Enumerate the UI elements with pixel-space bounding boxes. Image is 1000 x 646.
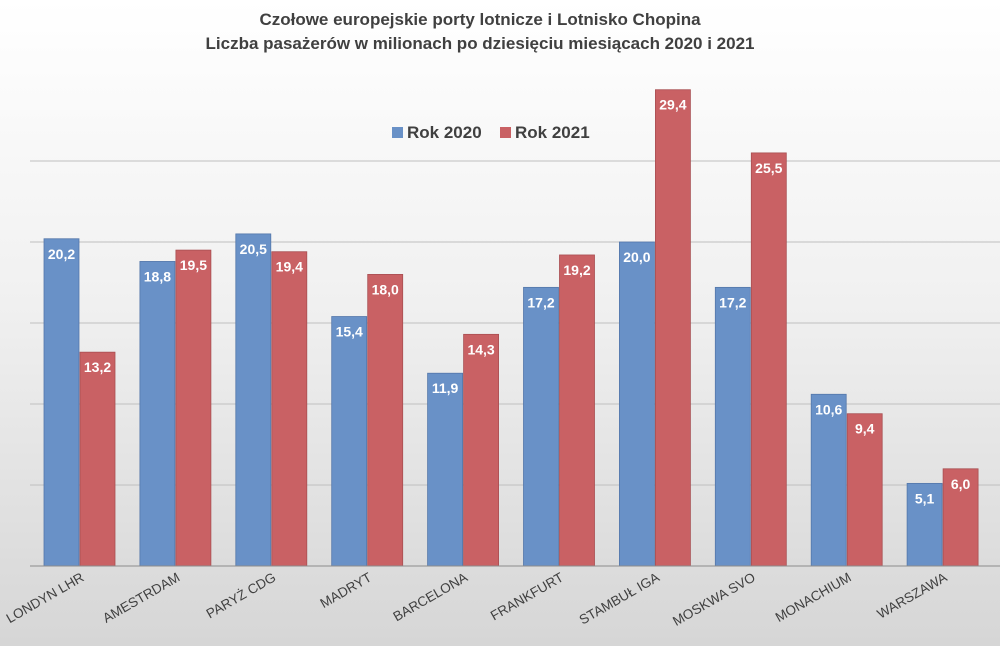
legend-swatch-2021: [500, 127, 511, 138]
bar-2021: [846, 413, 883, 567]
data-label: 18,8: [144, 268, 171, 284]
bar-2020: [235, 233, 272, 567]
data-label: 29,4: [659, 97, 686, 113]
legend-swatch-2020: [392, 127, 403, 138]
category-label: MADRYT: [318, 570, 375, 611]
bars: [43, 89, 979, 567]
bar-2020: [139, 261, 176, 567]
bar-2021: [942, 468, 979, 567]
bar-2020: [523, 286, 559, 567]
category-label: AMESTRDAM: [100, 570, 182, 626]
legend-label-2021: Rok 2021: [515, 123, 590, 142]
data-labels: 20,2 13,2 18,8 19,5 20,5 19,4 15,4 18,0 11,9 14,3…: [48, 97, 971, 507]
bar-2020: [331, 316, 368, 567]
data-label: 10,6: [815, 401, 842, 417]
bar-2020: [427, 372, 464, 567]
data-label: 19,2: [563, 262, 590, 278]
legend-label-2020: Rok 2020: [407, 123, 482, 142]
category-label: LONDYN LHR: [4, 569, 87, 626]
category-labels: LONDYN LHR AMESTRDAM PARYŻ CDG MADRYT BARCEL…: [4, 569, 950, 628]
bar-2021: [367, 273, 404, 567]
category-label: MONACHIUM: [773, 570, 854, 625]
data-label: 6,0: [951, 476, 971, 492]
data-label: 17,2: [527, 294, 554, 310]
data-label: 14,3: [467, 341, 494, 357]
bar-2020: [43, 238, 80, 567]
category-label: BARCELONA: [390, 570, 470, 625]
data-label: 15,4: [336, 324, 363, 340]
data-label: 11,9: [432, 380, 459, 396]
category-label: FRANKFURT: [488, 570, 566, 624]
data-label: 5,1: [915, 490, 935, 506]
category-label: MOSKWA SVO: [670, 570, 758, 629]
data-label: 20,2: [48, 246, 75, 262]
chart-title: Czołowe europejskie porty lotnicze i Lot…: [259, 10, 701, 29]
bar-2020: [906, 482, 943, 567]
bar-2021: [463, 333, 500, 567]
data-label: 17,2: [719, 294, 746, 310]
bar-2020: [810, 393, 847, 567]
bar-2021: [175, 249, 212, 567]
bar-2021: [271, 251, 308, 567]
data-label: 19,4: [276, 259, 303, 275]
data-label: 9,4: [855, 421, 875, 437]
bar-2020: [714, 286, 751, 567]
category-label: STAMBUŁ IGA: [577, 570, 662, 628]
data-label: 18,0: [372, 281, 399, 297]
data-label: 19,5: [180, 257, 207, 273]
category-label: WARSZAWA: [875, 570, 950, 622]
bar-2021: [655, 89, 691, 567]
bar-2020: [619, 241, 655, 567]
chart-subtitle: Liczba pasażerów w milionach po dziesięc…: [206, 34, 755, 53]
data-label: 25,5: [755, 160, 782, 176]
bar-2021: [750, 152, 787, 567]
bar-2021: [79, 351, 116, 567]
legend: Rok 2020 Rok 2021: [392, 123, 590, 142]
data-label: 20,5: [240, 241, 267, 257]
bar-2021: [559, 254, 595, 567]
data-label: 13,2: [84, 359, 111, 375]
category-label: PARYŻ CDG: [204, 570, 279, 622]
data-label: 20,0: [623, 249, 650, 265]
